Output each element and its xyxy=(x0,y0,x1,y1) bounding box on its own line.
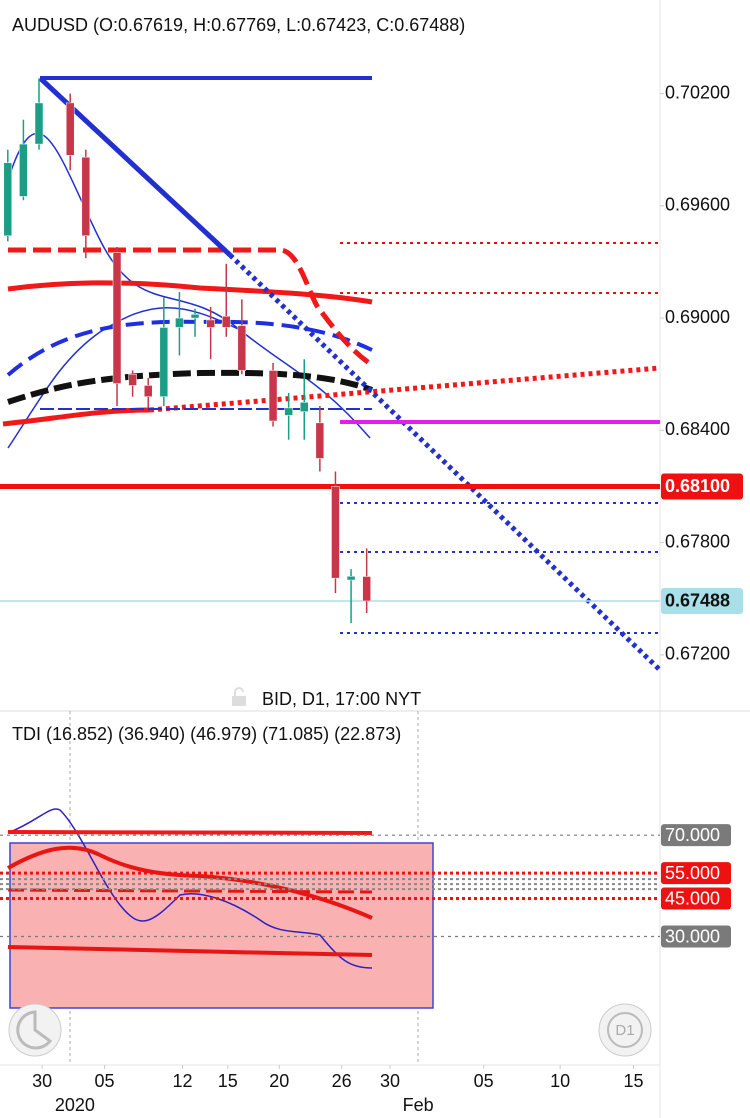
moving-average xyxy=(7,369,374,405)
price-tag xyxy=(661,473,743,500)
price-tag-label: 0.67488 xyxy=(665,591,730,611)
candle-body xyxy=(331,486,340,579)
candle-body xyxy=(268,370,278,422)
candle-body xyxy=(362,576,371,602)
svg-text:D1: D1 xyxy=(615,1022,634,1039)
level-tag xyxy=(661,887,731,910)
x-tick-label: 05 xyxy=(474,1071,494,1091)
candle-body xyxy=(112,252,122,384)
candle-body xyxy=(206,319,215,328)
x-tick-label: 20 xyxy=(269,1071,289,1091)
bollinger-line xyxy=(7,307,241,449)
level-tag xyxy=(661,862,731,885)
candle-body xyxy=(81,156,91,237)
candle-body xyxy=(65,102,75,156)
level-tag xyxy=(661,925,731,948)
level-tag-label: 30.000 xyxy=(665,926,720,946)
x-tick-label: 10 xyxy=(550,1071,570,1091)
level-tag-label: 55.000 xyxy=(665,863,720,883)
drawings xyxy=(2,76,662,672)
candle-body xyxy=(221,315,231,328)
x-tick-label: 15 xyxy=(623,1071,643,1091)
y-tick-label: 0.70200 xyxy=(665,82,730,102)
y-tick-label: 0.69600 xyxy=(665,195,730,215)
x-tick-label: 05 xyxy=(95,1071,115,1091)
channel-line xyxy=(149,365,661,413)
candle-body xyxy=(34,102,44,145)
moving-average xyxy=(7,280,373,305)
y-tick-label: 0.67800 xyxy=(665,531,730,551)
timeframe-button[interactable]: D1 xyxy=(598,1003,652,1057)
moving-average xyxy=(8,247,374,368)
y-tick-label: 0.67200 xyxy=(665,644,730,664)
y-tick-label: 0.69000 xyxy=(665,307,730,327)
candle-body xyxy=(284,407,293,416)
price-tag-label: 0.68100 xyxy=(665,476,730,496)
moving-average xyxy=(6,319,373,377)
candle-body xyxy=(3,162,13,237)
candle-body xyxy=(237,325,247,371)
candle-body xyxy=(159,327,169,397)
channel-line xyxy=(2,407,151,427)
level-tag xyxy=(661,824,731,847)
candle-body xyxy=(143,385,153,397)
candle-body xyxy=(315,422,325,459)
candle-body xyxy=(128,373,137,386)
x-sublabel: 2020 xyxy=(55,1095,95,1115)
level-tag-label: 70.000 xyxy=(665,825,720,845)
price-tag xyxy=(661,587,743,614)
y-tick-label: 0.68400 xyxy=(665,419,730,439)
x-tick-label: 26 xyxy=(332,1071,352,1091)
x-tick-label: 12 xyxy=(173,1071,193,1091)
drawing-tools-button[interactable] xyxy=(8,1003,62,1057)
x-tick-label: 30 xyxy=(32,1071,52,1091)
candle-body xyxy=(190,314,200,319)
indicator-title: TDI (16.852) (36.940) (46.979) (71.085) … xyxy=(12,724,401,744)
x-tick-label: 30 xyxy=(380,1071,400,1091)
candle-body xyxy=(346,576,356,581)
chart-title: AUDUSD (O:0.67619, H:0.67769, L:0.67423,… xyxy=(12,15,465,35)
candle-body xyxy=(300,402,309,412)
chart-subtitle: BID, D1, 17:00 NYT xyxy=(262,689,421,709)
x-sublabel: Feb xyxy=(403,1095,434,1115)
tdi-drawings xyxy=(7,808,434,1009)
candle-body xyxy=(175,317,184,328)
highlight-box xyxy=(9,842,434,1009)
x-tick-label: 15 xyxy=(218,1071,238,1091)
level-tag-label: 45.000 xyxy=(665,888,720,908)
lock-icon xyxy=(232,687,246,706)
candle-body xyxy=(19,143,28,197)
